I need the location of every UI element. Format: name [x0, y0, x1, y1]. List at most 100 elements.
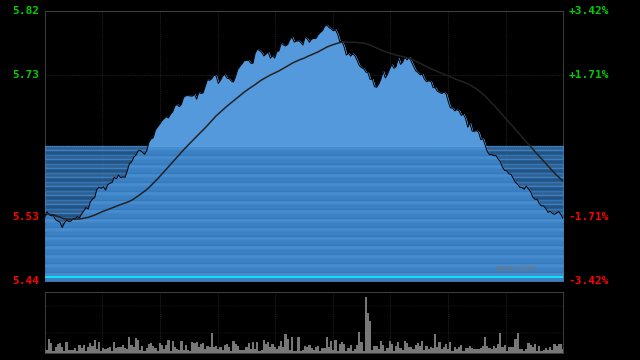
Bar	[402, 350, 404, 353]
Bar	[298, 337, 300, 353]
Bar	[289, 350, 291, 353]
Bar	[538, 346, 540, 353]
Bar	[157, 351, 159, 353]
Bar	[397, 342, 399, 353]
Bar	[124, 348, 126, 353]
Bar	[393, 351, 395, 353]
Bar	[146, 348, 148, 353]
Text: 5.44: 5.44	[13, 276, 40, 286]
Bar	[79, 345, 81, 353]
Bar	[506, 351, 508, 353]
Bar	[451, 351, 454, 353]
Bar	[72, 350, 74, 353]
Bar	[250, 349, 252, 353]
Bar	[467, 348, 469, 353]
Bar	[412, 348, 415, 353]
Bar	[543, 350, 545, 353]
Bar	[515, 339, 516, 353]
Bar	[512, 347, 515, 353]
Bar	[330, 341, 332, 353]
Bar	[527, 343, 529, 353]
Bar	[504, 345, 506, 353]
Bar	[191, 342, 193, 353]
Bar	[391, 345, 393, 353]
Bar	[308, 345, 310, 353]
Bar	[540, 351, 543, 353]
Bar	[486, 346, 488, 353]
Text: 5.73: 5.73	[13, 70, 40, 80]
Bar	[85, 351, 87, 353]
Bar	[469, 346, 471, 353]
Bar	[269, 347, 271, 353]
Bar	[523, 351, 525, 353]
Bar	[139, 350, 141, 353]
Bar	[497, 345, 499, 353]
Bar	[228, 347, 230, 353]
Bar	[202, 343, 204, 353]
Bar	[213, 347, 215, 353]
Bar	[349, 345, 352, 353]
Bar	[226, 344, 228, 353]
Bar	[304, 346, 306, 353]
Bar	[443, 347, 445, 353]
Bar	[462, 351, 465, 353]
Text: -1.71%: -1.71%	[568, 212, 609, 222]
Bar	[200, 343, 202, 353]
Text: sina.com: sina.com	[496, 264, 536, 273]
Bar	[182, 350, 185, 353]
Bar	[148, 344, 150, 353]
Bar	[380, 341, 382, 353]
Bar	[376, 346, 378, 353]
Bar	[319, 351, 321, 353]
Bar	[516, 333, 519, 353]
Bar	[365, 297, 367, 353]
Bar	[488, 348, 490, 353]
Bar	[235, 344, 237, 353]
Bar	[348, 348, 349, 353]
Bar	[428, 349, 430, 353]
Bar	[471, 348, 473, 353]
Bar	[287, 339, 289, 353]
Bar	[59, 343, 61, 353]
Bar	[410, 347, 412, 353]
Bar	[237, 346, 239, 353]
Bar	[280, 341, 282, 353]
Bar	[426, 346, 428, 353]
Bar	[493, 346, 495, 353]
Bar	[61, 347, 63, 353]
Bar	[174, 347, 176, 353]
Bar	[278, 346, 280, 353]
Bar	[547, 350, 549, 353]
Bar	[221, 350, 224, 353]
Bar	[224, 346, 226, 353]
Bar	[371, 350, 373, 353]
Bar	[254, 349, 256, 353]
Bar	[300, 351, 302, 353]
Bar	[532, 347, 534, 353]
Bar	[104, 349, 107, 353]
Bar	[135, 338, 137, 353]
Bar	[68, 350, 70, 353]
Bar	[198, 347, 200, 353]
Bar	[167, 339, 170, 353]
Bar	[126, 348, 128, 353]
Bar	[326, 337, 328, 353]
Bar	[445, 344, 447, 353]
Bar	[263, 340, 265, 353]
Bar	[165, 345, 167, 353]
Bar	[510, 347, 512, 353]
Bar	[115, 348, 118, 353]
Bar	[367, 313, 369, 353]
Bar	[490, 349, 493, 353]
Bar	[384, 351, 387, 353]
Bar	[495, 348, 497, 353]
Bar	[215, 346, 217, 353]
Bar	[159, 343, 161, 353]
Bar	[558, 344, 560, 353]
Bar	[441, 349, 443, 353]
Bar	[81, 348, 83, 353]
Bar	[408, 347, 410, 353]
Bar	[211, 333, 213, 353]
Bar	[187, 350, 189, 353]
Bar	[560, 344, 562, 353]
